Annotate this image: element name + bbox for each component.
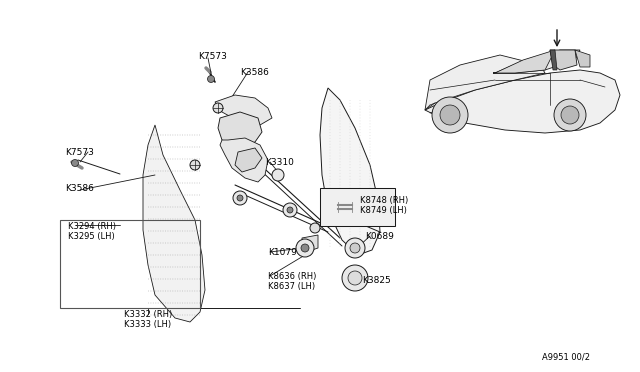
Polygon shape [550, 50, 577, 70]
Text: K3825: K3825 [362, 276, 391, 285]
Circle shape [348, 271, 362, 285]
Circle shape [287, 207, 293, 213]
Circle shape [561, 106, 579, 124]
Circle shape [283, 203, 297, 217]
Polygon shape [575, 50, 590, 67]
Polygon shape [235, 148, 262, 172]
Circle shape [213, 103, 223, 113]
Circle shape [72, 160, 79, 167]
Circle shape [301, 244, 309, 252]
Text: K7573: K7573 [65, 148, 94, 157]
Polygon shape [550, 50, 557, 70]
Polygon shape [425, 55, 545, 110]
Polygon shape [493, 50, 555, 73]
Polygon shape [215, 95, 272, 125]
Circle shape [310, 223, 320, 233]
Circle shape [272, 169, 284, 181]
Text: K3295 (LH): K3295 (LH) [68, 232, 115, 241]
Text: K3586: K3586 [65, 184, 94, 193]
Bar [320, 188, 395, 226]
Circle shape [440, 105, 460, 125]
Circle shape [350, 243, 360, 253]
Circle shape [296, 239, 314, 257]
Text: K1079: K1079 [268, 248, 297, 257]
Text: K3586: K3586 [240, 68, 269, 77]
Text: K8749 (LH): K8749 (LH) [360, 206, 407, 215]
Circle shape [432, 97, 468, 133]
Circle shape [554, 99, 586, 131]
Text: K7573: K7573 [198, 52, 227, 61]
Polygon shape [220, 138, 268, 182]
Polygon shape [425, 70, 620, 133]
Polygon shape [218, 112, 262, 148]
Polygon shape [320, 88, 380, 255]
Circle shape [190, 160, 200, 170]
Text: K0689: K0689 [365, 232, 394, 241]
Polygon shape [143, 125, 205, 322]
Text: A9951 00/2: A9951 00/2 [542, 352, 590, 361]
Text: K3294 (RH): K3294 (RH) [68, 222, 116, 231]
Circle shape [345, 238, 365, 258]
Text: K3310: K3310 [265, 158, 294, 167]
Circle shape [233, 191, 247, 205]
Text: K3333 (LH): K3333 (LH) [124, 320, 172, 329]
Polygon shape [302, 235, 318, 252]
Text: K8637 (LH): K8637 (LH) [268, 282, 315, 291]
Circle shape [237, 195, 243, 201]
Polygon shape [493, 50, 580, 73]
Text: K8748 (RH): K8748 (RH) [360, 196, 408, 205]
Text: K3332 (RH): K3332 (RH) [124, 310, 172, 319]
Circle shape [342, 265, 368, 291]
Circle shape [207, 76, 214, 83]
Bar [60, 220, 200, 308]
Text: K8636 (RH): K8636 (RH) [268, 272, 316, 281]
